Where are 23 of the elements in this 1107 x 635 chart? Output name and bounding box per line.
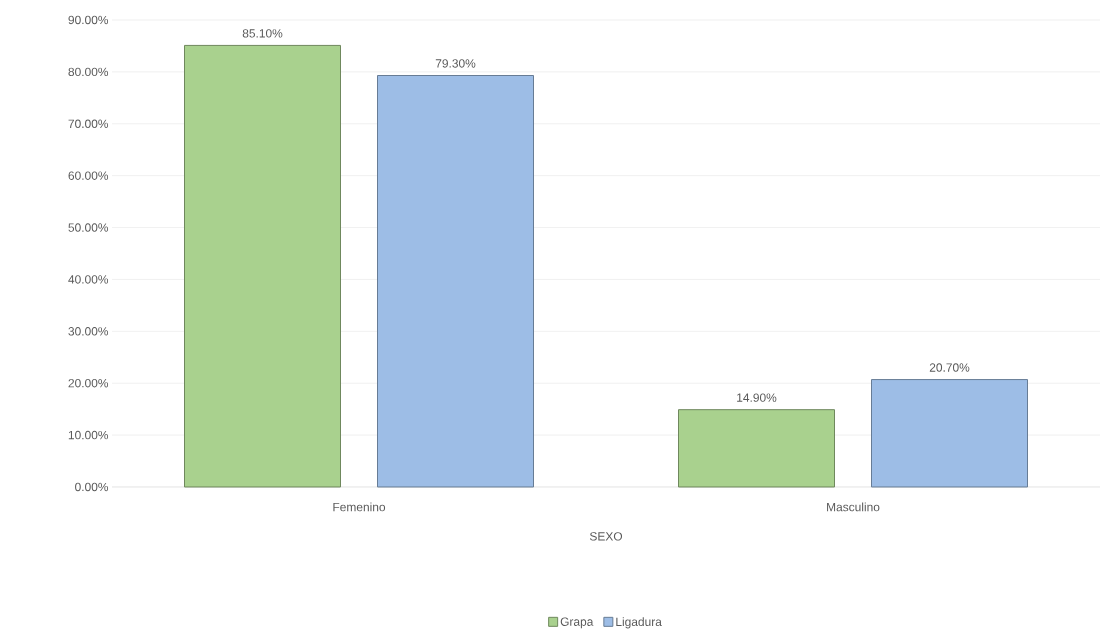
y-tick-label: 20.00% bbox=[68, 378, 109, 388]
data-label: 20.70% bbox=[929, 363, 970, 372]
y-tick-label: 70.00% bbox=[68, 119, 109, 128]
data-label: 79.30% bbox=[435, 59, 476, 68]
x-axis-title: SEXO bbox=[589, 532, 623, 541]
y-tick-label: 80.00% bbox=[68, 67, 109, 77]
data-label: 85.10% bbox=[242, 29, 283, 38]
bar bbox=[377, 75, 535, 488]
x-tick-label: Masculino bbox=[827, 502, 880, 512]
legend-label: Ligadura bbox=[616, 617, 662, 629]
y-tick-label: 0.00% bbox=[75, 482, 109, 492]
y-tick-label: 40.00% bbox=[68, 275, 109, 284]
y-tick-label: 10.00% bbox=[68, 430, 109, 440]
bar bbox=[184, 44, 342, 488]
y-tick-label: 90.00% bbox=[68, 15, 109, 25]
bar bbox=[678, 409, 836, 488]
legend-label: Grapa bbox=[560, 617, 594, 629]
y-tick-label: 50.00% bbox=[68, 223, 109, 232]
y-tick-label: 30.00% bbox=[68, 327, 109, 336]
y-tick-label: 60.00% bbox=[68, 171, 109, 180]
data-label: 14.90% bbox=[737, 393, 777, 402]
bar bbox=[871, 379, 1029, 488]
x-tick-label: Femenino bbox=[333, 502, 386, 512]
